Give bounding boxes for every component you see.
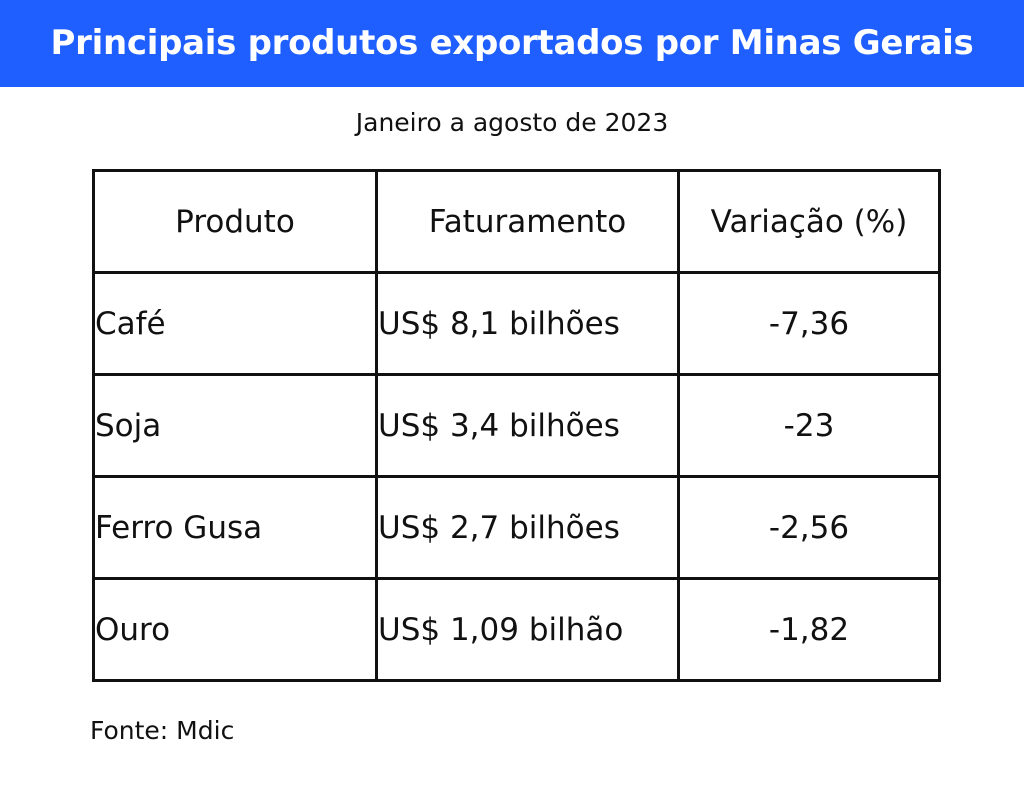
table-row: Ferro Gusa US$ 2,7 bilhões -2,56 xyxy=(92,475,941,580)
cell-variacao: -23 xyxy=(677,373,941,478)
cell-variacao: -1,82 xyxy=(677,577,941,682)
column-header-variacao: Variação (%) xyxy=(677,169,941,274)
page-title: Principais produtos exportados por Minas… xyxy=(50,23,974,63)
table-header-row: Produto Faturamento Variação (%) xyxy=(92,169,941,274)
cell-faturamento: US$ 2,7 bilhões xyxy=(375,475,680,580)
cell-faturamento: US$ 3,4 bilhões xyxy=(375,373,680,478)
chart-subtitle: Janeiro a agosto de 2023 xyxy=(355,108,669,137)
column-header-faturamento: Faturamento xyxy=(375,169,680,274)
cell-produto: Café xyxy=(92,271,378,376)
cell-faturamento: US$ 1,09 bilhão xyxy=(375,577,680,682)
table-row: Ouro US$ 1,09 bilhão -1,82 xyxy=(92,577,941,682)
cell-faturamento: US$ 8,1 bilhões xyxy=(375,271,680,376)
cell-produto: Ferro Gusa xyxy=(92,475,378,580)
cell-produto: Ouro xyxy=(92,577,378,682)
cell-variacao: -7,36 xyxy=(677,271,941,376)
cell-variacao: -2,56 xyxy=(677,475,941,580)
cell-produto: Soja xyxy=(92,373,378,478)
title-banner xyxy=(0,0,1024,87)
table-row: Soja US$ 3,4 bilhões -23 xyxy=(92,373,941,478)
column-header-produto: Produto xyxy=(92,169,378,274)
exports-table: Produto Faturamento Variação (%) Café US… xyxy=(92,169,941,682)
table-row: Café US$ 8,1 bilhões -7,36 xyxy=(92,271,941,376)
source-note: Fonte: Mdic xyxy=(90,716,235,745)
